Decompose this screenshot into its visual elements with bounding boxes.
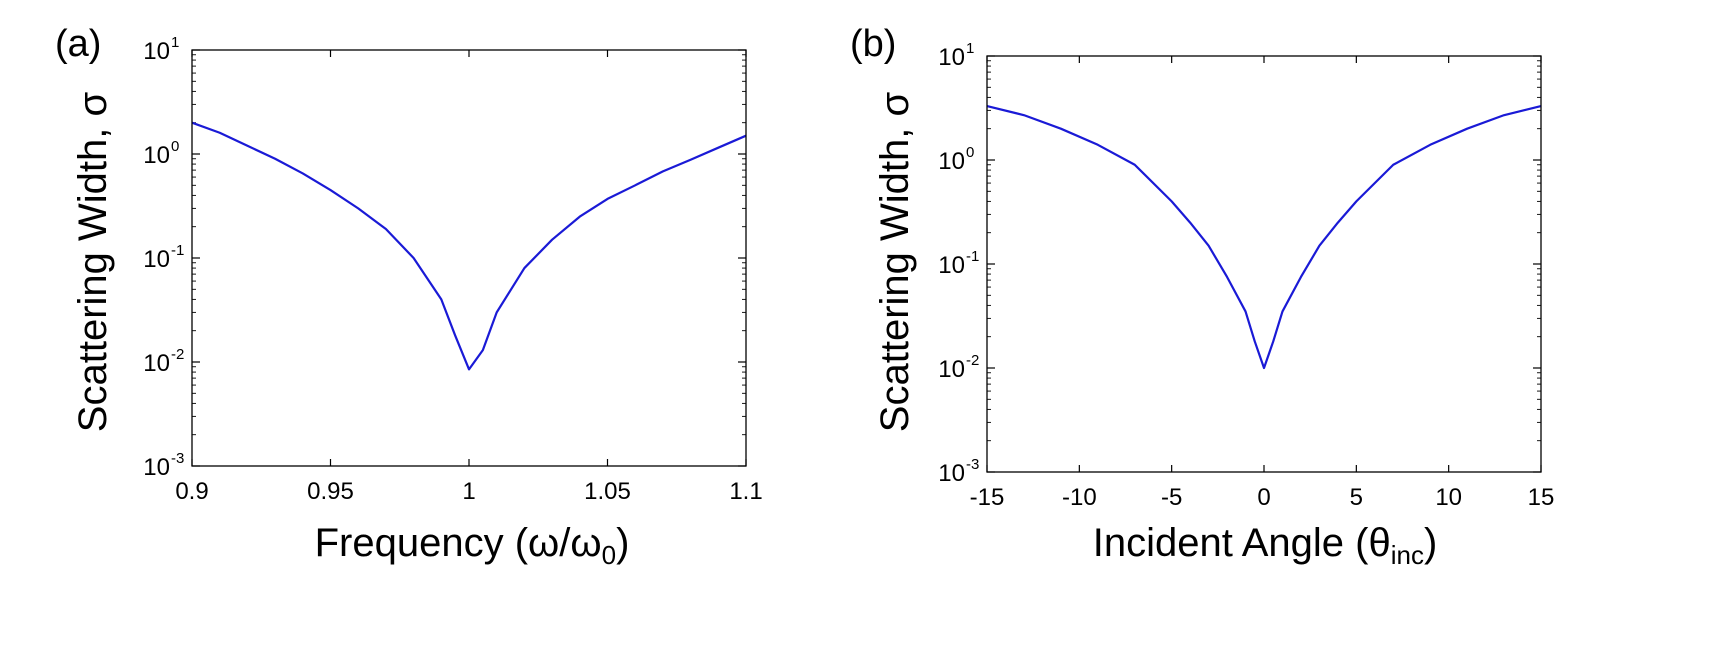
x-tick-label: 0 (1257, 484, 1270, 511)
plot-area-a (191, 49, 747, 467)
y-tick-label: 10 (143, 454, 170, 481)
y-tick-exponent: 0 (966, 144, 974, 161)
series-line-a (191, 121, 747, 371)
x-tick-label: 0.9 (175, 478, 208, 505)
x-tick-label: 5 (1350, 484, 1363, 511)
chart-panel-a: (a) Scattering Width, σ Frequency (ω/ω0)… (55, 23, 763, 570)
y-tick-label: 10 (938, 356, 965, 383)
x-tick-label: -10 (1062, 484, 1097, 511)
panel-label-b: (b) (850, 23, 896, 65)
y-tick-label: 10 (143, 38, 170, 65)
y-tick-exponent: 1 (171, 34, 179, 51)
y-axis-label-b: Scattering Width, σ (873, 92, 917, 433)
x-axis-label-b: Incident Angle (θinc) (1093, 521, 1438, 570)
y-tick-label: 10 (143, 142, 170, 169)
x-tick-label: 10 (1435, 484, 1462, 511)
ticks-b (986, 55, 1542, 473)
ticks-a (191, 49, 747, 467)
y-tick-exponent: -1 (966, 248, 979, 265)
x-tick-label: 1.05 (584, 478, 631, 505)
y-tick-exponent: 0 (171, 138, 179, 155)
y-tick-label: 10 (143, 350, 170, 377)
y-tick-exponent: -2 (171, 346, 184, 363)
series-line-b (986, 105, 1542, 370)
y-tick-label: 10 (938, 44, 965, 71)
x-tick-label: 15 (1528, 484, 1555, 511)
y-tick-exponent: -1 (171, 242, 184, 259)
x-tick-label: 1 (462, 478, 475, 505)
y-tick-label: 10 (938, 148, 965, 175)
x-axis-label-a: Frequency (ω/ω0) (315, 521, 630, 570)
panel-label-a: (a) (55, 23, 101, 65)
y-tick-exponent: 1 (966, 40, 974, 57)
y-tick-exponent: -3 (966, 456, 979, 473)
y-tick-label: 10 (143, 246, 170, 273)
y-tick-exponent: -3 (171, 450, 184, 467)
chart-panel-b: (b) Scattering Width, σ Incident Angle (… (850, 23, 1554, 570)
x-tick-label: -15 (970, 484, 1005, 511)
x-tick-label: -5 (1161, 484, 1182, 511)
y-tick-label: 10 (938, 252, 965, 279)
plot-area-b (986, 55, 1542, 473)
x-tick-label: 0.95 (307, 478, 354, 505)
y-axis-label-a: Scattering Width, σ (71, 92, 115, 433)
y-tick-exponent: -2 (966, 352, 979, 369)
x-tick-label: 1.1 (729, 478, 762, 505)
y-tick-label: 10 (938, 460, 965, 487)
